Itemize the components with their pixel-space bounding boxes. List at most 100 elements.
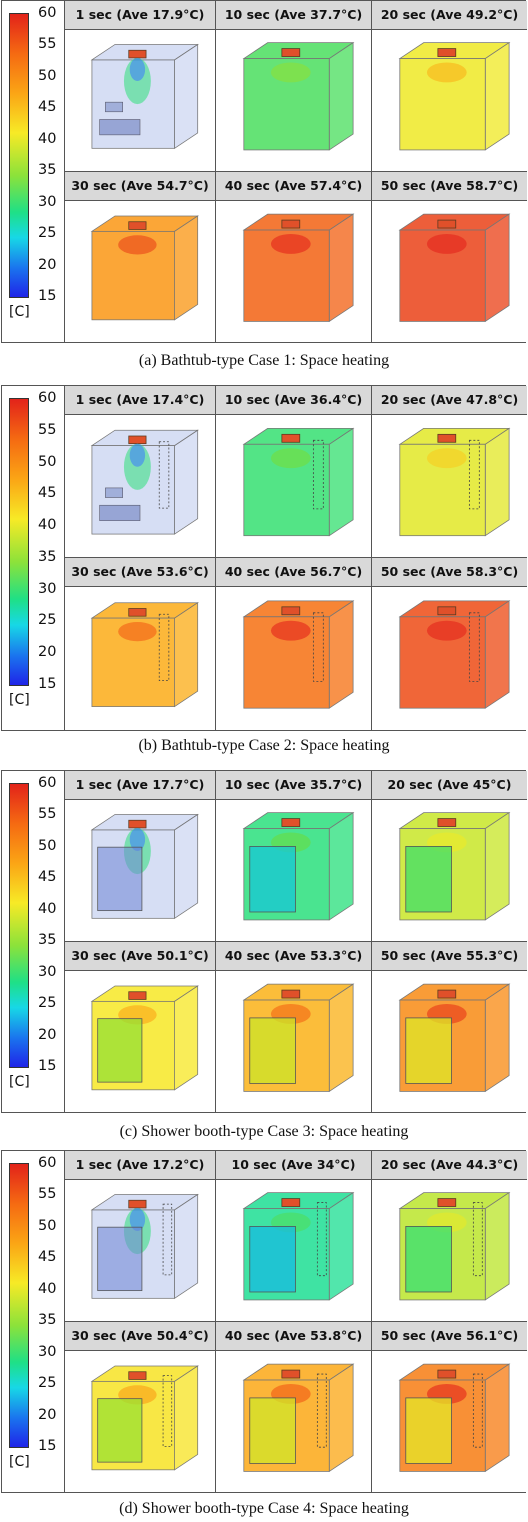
temperature-field-render	[65, 30, 215, 171]
snapshot-grid: 1 sec (Ave 17.7°C) 10 sec (Ave 35.7°C) 20 …	[64, 771, 527, 1113]
legend-color-bar	[9, 13, 29, 298]
snapshot-cell: 20 sec (Ave 45°C)	[371, 771, 527, 942]
snapshot-time-label: 1 sec (Ave 17.2°C)	[65, 1151, 215, 1180]
legend-tick-label: 35	[38, 1312, 57, 1329]
room-side-face	[484, 600, 510, 709]
room-model	[398, 427, 511, 537]
legend-tick-label: 35	[38, 932, 57, 949]
heater-unit	[128, 220, 147, 230]
legend-tick-label: 30	[38, 963, 57, 980]
snapshot-time-label: 30 sec (Ave 50.1°C)	[65, 941, 215, 971]
room-side-face	[174, 1364, 199, 1471]
shower-booth	[405, 1017, 452, 1084]
temperature-field-render	[372, 1180, 527, 1321]
legend-tick-label: 30	[38, 1343, 57, 1360]
snapshot-time-label: 20 sec (Ave 47.8°C)	[372, 386, 527, 415]
snapshot-cell: 50 sec (Ave 56.1°C)	[371, 1321, 527, 1492]
bathtub	[99, 119, 141, 136]
room-model	[90, 43, 199, 150]
shower-booth	[249, 1397, 296, 1464]
panel-frame: 60 55 50 45 40 35 30 25 20 15 [C] 1 sec (Ave 17.2°C…	[1, 1150, 527, 1493]
panel-caption: (b) Bathtub-type Case 2: Space heating	[138, 737, 390, 754]
temperature-field-render	[216, 800, 371, 941]
warm-zone	[270, 62, 311, 83]
room-3d-view	[398, 811, 511, 921]
temperature-field-render	[372, 201, 527, 343]
snapshot-cell: 1 sec (Ave 17.9°C)	[64, 1, 215, 172]
temperature-field-render	[65, 971, 215, 1113]
room-model	[242, 600, 355, 709]
heater-unit	[128, 990, 147, 1000]
snapshot-time-label: 10 sec (Ave 36.4°C)	[216, 386, 371, 415]
legend-tick-label: 25	[38, 225, 57, 242]
legend-tick-label: 45	[38, 869, 57, 886]
room-side-face	[328, 427, 354, 537]
heat-plume-core	[129, 827, 146, 852]
snapshot-cell: 1 sec (Ave 17.4°C)	[64, 386, 215, 558]
warm-zone	[426, 233, 467, 254]
legend-tick-label: 40	[38, 517, 57, 534]
legend-tick-label: 30	[38, 580, 57, 597]
room-side-face	[328, 1362, 354, 1472]
snapshot-time-label: 20 sec (Ave 49.2°C)	[372, 1, 527, 30]
legend-tick-label: 40	[38, 1280, 57, 1297]
room-model	[242, 811, 355, 921]
shower-booth	[249, 1226, 296, 1293]
room-3d-view	[242, 41, 355, 151]
legend-tick-label: 50	[38, 453, 57, 470]
color-legend: 60 55 50 45 40 35 30 25 20 15 [C]	[2, 771, 64, 1112]
room-3d-view	[242, 600, 355, 709]
temperature-field-render	[372, 415, 527, 557]
warm-zone	[270, 448, 311, 469]
room-model	[90, 813, 199, 920]
snapshot-cell: 30 sec (Ave 54.7°C)	[64, 171, 215, 342]
room-3d-view	[90, 813, 199, 920]
temperature-field-render	[65, 415, 215, 557]
snapshot-time-label: 10 sec (Ave 37.7°C)	[216, 1, 371, 30]
legend-tick-label: 20	[38, 644, 57, 661]
heater-unit	[437, 48, 457, 57]
room-side-face	[484, 811, 510, 921]
room-model	[242, 1362, 355, 1472]
snapshot-time-label: 40 sec (Ave 56.7°C)	[216, 558, 371, 587]
heater-unit	[128, 1370, 147, 1380]
temperature-field-render	[65, 1180, 215, 1321]
legend-tick-label: 55	[38, 806, 57, 823]
room-model	[90, 429, 199, 535]
legend-tick-label: 40	[38, 900, 57, 917]
sink	[105, 101, 123, 113]
legend-tick-label: 15	[38, 676, 57, 692]
room-model	[242, 982, 355, 1092]
warm-zone	[426, 62, 467, 83]
heater-unit	[128, 49, 147, 59]
shower-booth	[405, 846, 452, 913]
temperature-field-render	[216, 415, 371, 557]
snapshot-time-label: 50 sec (Ave 58.3°C)	[372, 558, 527, 587]
shower-booth	[405, 1226, 452, 1293]
room-3d-view	[398, 1362, 511, 1472]
room-3d-view	[398, 427, 511, 537]
legend-tick-label: 25	[38, 612, 57, 629]
panel-c: 60 55 50 45 40 35 30 25 20 15 [C] 1 sec (Ave 17.7°C…	[0, 770, 528, 1143]
legend-tick-label: 60	[38, 5, 57, 21]
snapshot-cell: 10 sec (Ave 36.4°C)	[215, 386, 371, 558]
heater-unit	[437, 989, 457, 998]
room-3d-view	[398, 41, 511, 151]
warm-zone	[426, 448, 467, 469]
snapshot-cell: 40 sec (Ave 56.7°C)	[215, 558, 371, 730]
room-model	[398, 811, 511, 921]
temperature-field-render	[216, 971, 371, 1113]
wall-heater	[472, 1202, 483, 1277]
wall-heater	[162, 1374, 173, 1447]
room-model	[398, 1191, 511, 1301]
snapshot-cell: 10 sec (Ave 37.7°C)	[215, 1, 371, 172]
heater-unit	[437, 219, 457, 228]
bathtub	[99, 504, 141, 521]
legend-tick-label: 20	[38, 1406, 57, 1423]
snapshot-time-label: 50 sec (Ave 56.1°C)	[372, 1321, 527, 1351]
snapshot-time-label: 40 sec (Ave 53.8°C)	[216, 1321, 371, 1351]
color-legend: 60 55 50 45 40 35 30 25 20 15 [C]	[2, 1151, 64, 1492]
color-legend: 60 55 50 45 40 35 30 25 20 15 [C]	[2, 386, 64, 730]
legend-tick-label: 35	[38, 548, 57, 565]
shower-booth	[97, 1397, 143, 1463]
